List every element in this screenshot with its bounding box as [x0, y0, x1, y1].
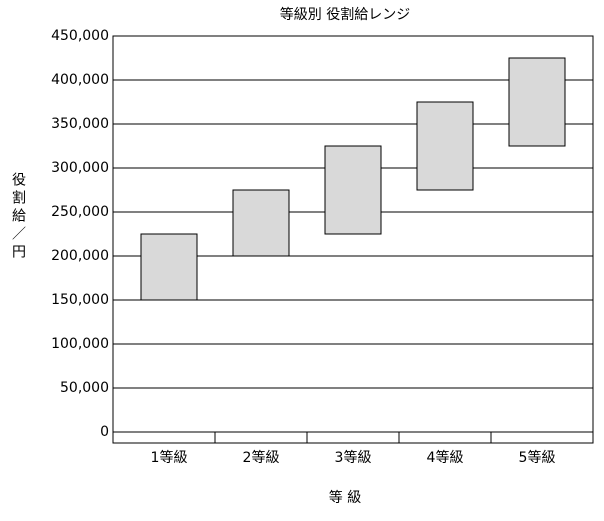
y-tick-label: 250,000 — [51, 204, 109, 220]
y-tick-label: 200,000 — [51, 248, 109, 264]
y-tick-label: 0 — [100, 424, 109, 440]
y-tick-label: 300,000 — [51, 160, 109, 176]
x-tick-label: 3等級 — [335, 449, 372, 466]
y-tick-label: 100,000 — [51, 336, 109, 352]
y-tick-label: 150,000 — [51, 292, 109, 308]
y-tick-label: 350,000 — [51, 116, 109, 132]
y-axis-label: 役割給／円 — [10, 172, 26, 262]
y-tick-label: 50,000 — [60, 380, 109, 396]
x-tick-label: 5等級 — [519, 449, 556, 466]
range-bar — [140, 233, 198, 301]
range-bar — [232, 189, 290, 257]
range-bar — [416, 101, 474, 191]
range-bar — [508, 57, 566, 147]
chart-title: 等級別 役割給レンジ — [280, 6, 410, 23]
x-tick-label: 1等級 — [151, 449, 188, 466]
x-tick-label: 2等級 — [243, 449, 280, 466]
range-bar — [324, 145, 382, 235]
y-tick-label: 450,000 — [51, 28, 109, 44]
y-tick-label: 400,000 — [51, 72, 109, 88]
x-axis-label: 等 級 — [329, 489, 361, 506]
x-tick-label: 4等級 — [427, 449, 464, 466]
